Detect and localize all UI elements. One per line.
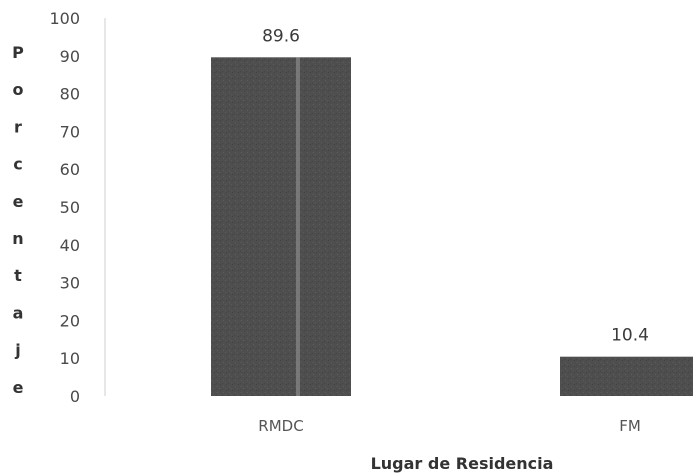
y-axis-title-letter: o	[13, 80, 24, 99]
y-axis-title-letter: n	[12, 229, 23, 248]
y-tick-label: 80	[60, 85, 80, 104]
category-label-fm: FM	[619, 417, 641, 435]
y-tick-label: 0	[70, 387, 80, 406]
data-label-fm: 10.4	[611, 326, 649, 346]
x-axis-title: Lugar de Residencia	[371, 454, 554, 473]
y-tick-label: 20	[60, 311, 80, 330]
category-labels: RMDC FM	[258, 417, 640, 435]
bar-highlight-streak	[296, 57, 300, 396]
y-axis-title-letter: e	[13, 192, 24, 211]
data-label-rmdc: 89.6	[262, 26, 300, 46]
y-axis-title-letter: a	[13, 303, 24, 322]
y-axis-title-letter: c	[13, 155, 22, 174]
y-tick-label: 40	[60, 236, 80, 255]
y-axis-title-letter: e	[13, 378, 24, 397]
bars	[211, 57, 693, 396]
y-tick-label: 10	[60, 349, 80, 368]
y-axis-title-letter: j	[14, 341, 20, 360]
y-axis-title-letter: r	[14, 117, 22, 136]
y-axis: 0 10 20 30 40 50 60 70 80 90 100	[49, 9, 106, 406]
y-tick-label: 60	[60, 160, 80, 179]
y-tick-labels: 0 10 20 30 40 50 60 70 80 90 100	[49, 9, 80, 406]
y-tick-label: 50	[60, 198, 80, 217]
data-labels: 89.6 10.4	[262, 26, 649, 345]
y-tick-label: 30	[60, 274, 80, 293]
y-tick-label: 90	[60, 47, 80, 66]
bar-rmdc	[211, 57, 351, 396]
y-axis-title-letter: P	[12, 43, 24, 62]
y-tick-label: 70	[60, 122, 80, 141]
category-label-rmdc: RMDC	[258, 417, 303, 435]
y-tick-label: 100	[49, 9, 80, 28]
y-axis-title-letter: t	[14, 266, 22, 285]
bar-fm	[560, 356, 693, 396]
